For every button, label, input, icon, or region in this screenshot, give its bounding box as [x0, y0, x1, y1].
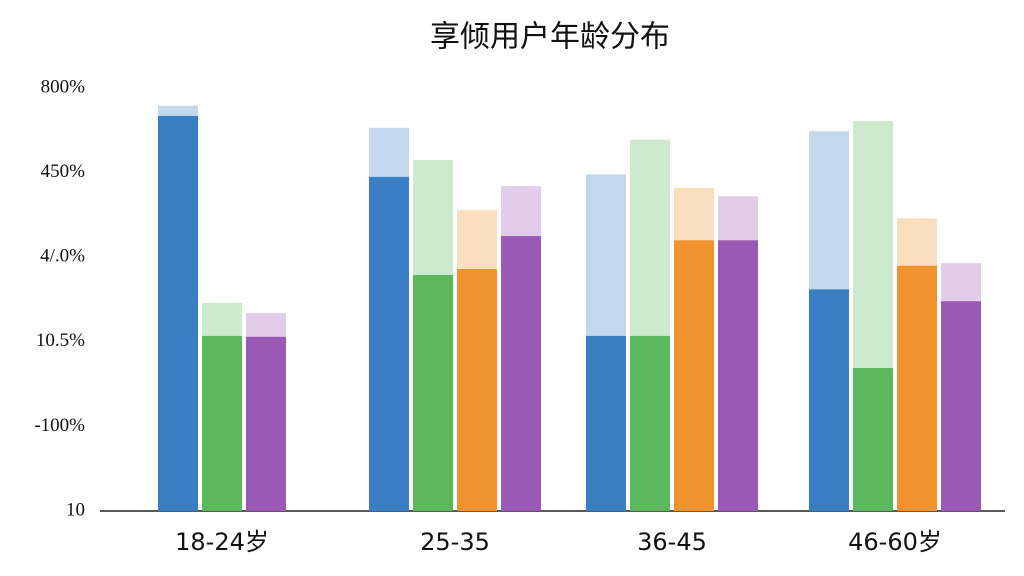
bar: [501, 236, 541, 512]
bar-range: [586, 174, 626, 336]
bar-range: [674, 187, 714, 241]
chart-title: 享倾用户年龄分布: [430, 20, 670, 55]
x-tick-label: 18-24岁: [175, 528, 269, 556]
bar-range: [941, 263, 981, 302]
x-tick-label: 46-60岁: [848, 528, 942, 556]
y-tick-label: -100%: [34, 415, 85, 436]
bar: [158, 115, 198, 511]
y-tick-label: 4/.0%: [40, 246, 85, 267]
bar: [457, 269, 497, 511]
bar-range: [369, 127, 409, 177]
bar: [413, 274, 453, 511]
y-tick-label: 10: [66, 499, 85, 520]
bar: [246, 336, 286, 511]
x-tick-label: 36-45: [637, 528, 707, 556]
bar-range: [501, 186, 541, 237]
y-tick-label: 450%: [41, 161, 86, 182]
bar-range: [413, 159, 453, 275]
x-tick-label: 25-35: [420, 528, 490, 556]
bar: [674, 240, 714, 511]
bar: [897, 265, 937, 511]
bar: [853, 368, 893, 511]
y-tick-label: 10.5%: [36, 330, 85, 351]
bar: [369, 176, 409, 511]
bar-range: [718, 196, 758, 241]
bar: [586, 335, 626, 511]
bar: [809, 289, 849, 511]
bar: [941, 301, 981, 511]
bar: [630, 335, 670, 511]
y-tick-label: 800%: [41, 76, 86, 97]
bar-range: [853, 120, 893, 369]
bar-range: [246, 313, 286, 337]
bar-range: [809, 131, 849, 290]
bar-range: [158, 105, 198, 116]
bar-range: [897, 218, 937, 266]
bar: [718, 240, 758, 511]
bar: [202, 335, 242, 511]
bar-range: [202, 302, 242, 336]
bar-range: [457, 209, 497, 270]
bar-range: [630, 139, 670, 336]
